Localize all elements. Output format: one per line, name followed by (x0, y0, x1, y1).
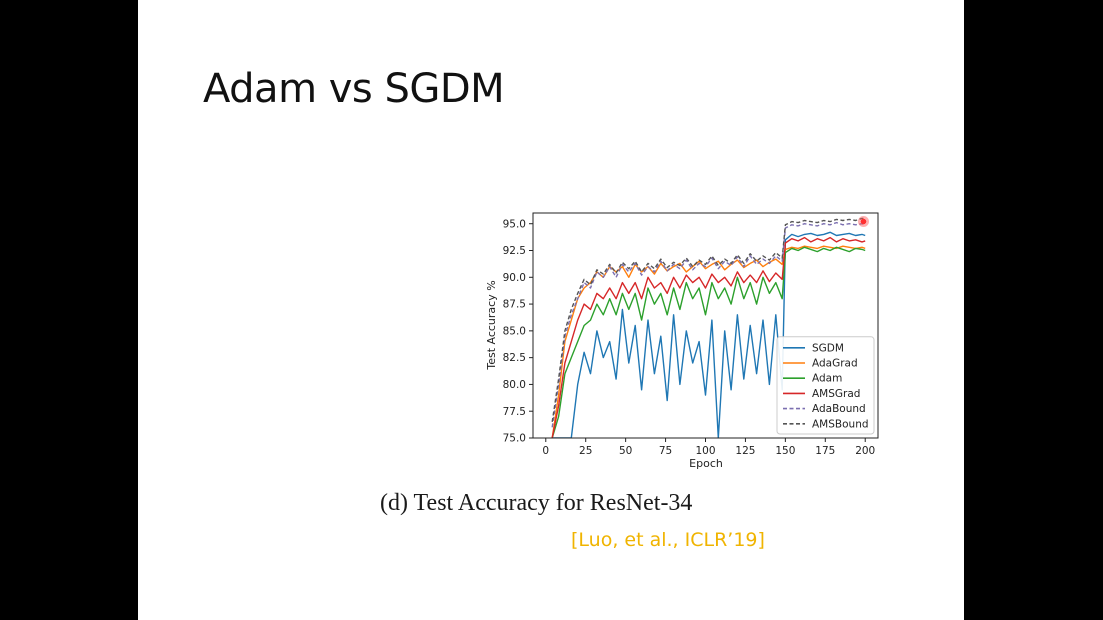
legend: SGDM AdaGrad Adam AMSGrad AdaBound AMSBound (776, 336, 875, 435)
y-tick-label: 77.5 (503, 406, 526, 418)
y-tick-label: 87.5 (503, 299, 526, 311)
y-tick-label: 82.5 (503, 352, 526, 364)
y-tick-label: 90.0 (503, 272, 526, 284)
x-tick-label: 50 (619, 445, 632, 457)
legend-label-sgdm: SGDM (812, 342, 844, 354)
x-tick-label: 0 (542, 445, 549, 457)
slide-title: Adam vs SGDM (203, 66, 505, 112)
x-tick-label: 125 (735, 445, 755, 457)
series-line-adabound (551, 221, 866, 428)
x-tick-label: 175 (815, 445, 835, 457)
legend-label-adagrad: AdaGrad (812, 358, 858, 370)
chart-caption: (d) Test Accuracy for ResNet-34 (380, 490, 693, 516)
legend-label-adam: Adam (812, 373, 842, 385)
axes: 0 25 50 75 100 125 150 175 200 75.0 77.5 80.0 82.5 85… (503, 212, 879, 457)
y-tick-label: 75.0 (503, 433, 526, 445)
series-line-sgdm (552, 231, 866, 438)
legend-label-adabound: AdaBound (812, 403, 866, 415)
series-line-amsbound (551, 217, 866, 423)
x-tick-label: 75 (659, 445, 672, 457)
y-tick-label: 95.0 (503, 218, 526, 230)
x-tick-label: 25 (579, 445, 592, 457)
y-tick-label: 80.0 (503, 379, 526, 391)
y-axis-label: Test Accuracy % (485, 280, 498, 370)
pointer-highlight-icon (858, 216, 869, 227)
plot-marks (551, 217, 866, 438)
slide: Adam vs SGDM 0 25 50 75 100 125 150 175 200 75.0 7… (138, 0, 964, 620)
legend-label-amsgrad: AMSGrad (812, 388, 860, 400)
series-line-adagrad (551, 245, 866, 438)
legend-box (776, 336, 875, 435)
series-line-amsgrad (551, 236, 866, 438)
y-tick-label: 85.0 (503, 325, 526, 337)
legend-label-amsbound: AMSBound (812, 418, 869, 430)
series-line-adam (551, 246, 866, 438)
citation: [Luo, et al., ICLR’19] (571, 529, 765, 551)
x-axis-label: Epoch (689, 457, 723, 470)
y-tick-label: 92.5 (503, 245, 526, 257)
accuracy-line-chart: 0 25 50 75 100 125 150 175 200 75.0 77.5 80.0 82.5 85… (485, 212, 879, 470)
x-tick-label: 200 (855, 445, 875, 457)
x-tick-label: 100 (695, 445, 715, 457)
x-tick-label: 150 (775, 445, 795, 457)
